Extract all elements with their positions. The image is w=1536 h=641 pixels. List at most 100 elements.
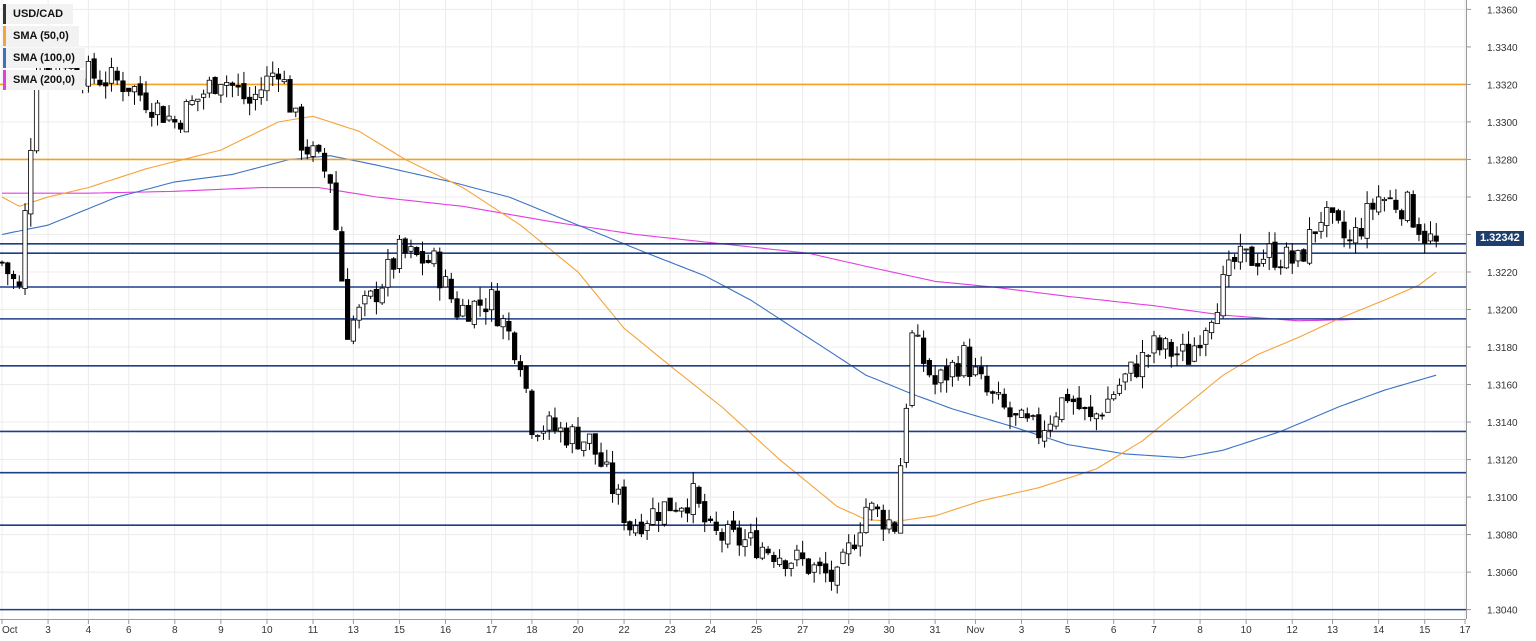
candle (1105, 386, 1111, 413)
candle-body-bearish (1024, 413, 1030, 419)
candle (1306, 217, 1313, 266)
candle (1122, 372, 1128, 391)
candle-body-bearish (926, 359, 932, 376)
candle (396, 234, 403, 273)
candle (926, 358, 932, 378)
candle-body-bullish (1295, 250, 1301, 262)
candle (1220, 265, 1226, 319)
candle (788, 562, 794, 577)
candle-body-bearish (1174, 353, 1180, 356)
candle (915, 324, 921, 337)
candle (1301, 248, 1307, 263)
candle-body-bearish (1255, 263, 1261, 267)
candle-body-bearish (1232, 256, 1238, 262)
candle-body-bearish (212, 76, 218, 94)
candle-body-bearish (1433, 235, 1439, 242)
candle (1041, 420, 1048, 448)
legend-item-usdcad[interactable]: USD/CAD (3, 4, 74, 24)
candle-body-bullish (22, 210, 28, 289)
candle (28, 138, 34, 227)
candle-body-bearish (275, 73, 282, 80)
candle (177, 120, 184, 134)
legend-label: SMA (100,0) (13, 52, 75, 64)
candle-body-bearish (1278, 266, 1284, 269)
candle (1099, 412, 1105, 420)
candle (800, 540, 806, 566)
candle (385, 248, 391, 297)
candles-layer (0, 50, 1439, 594)
candle (1358, 217, 1364, 240)
sma-100-line (1, 155, 1437, 459)
candle (995, 381, 1002, 400)
candle-body-bullish (863, 506, 869, 534)
candle-body-bullish (569, 426, 575, 445)
candle-body-bullish (834, 566, 840, 586)
candle-body-bullish (846, 542, 852, 555)
candle-body-bullish (1105, 398, 1111, 413)
candle-body-bearish (97, 79, 103, 86)
candle (1232, 254, 1238, 270)
candle (333, 171, 339, 231)
candle-body-bearish (287, 79, 293, 113)
candle (540, 425, 547, 440)
candle (932, 365, 938, 395)
candle-body-bearish (247, 96, 253, 104)
candle-body-bearish (932, 375, 938, 385)
candle-body-bearish (1007, 407, 1013, 418)
candle (512, 331, 518, 365)
legend-item-sma50[interactable]: SMA (50,0) (3, 26, 79, 46)
candle-body-bearish (103, 82, 109, 87)
candle (978, 356, 984, 380)
candle (777, 549, 783, 567)
candle (1370, 198, 1376, 221)
candle (327, 173, 333, 194)
y-tick-label: 1.3140 (1487, 418, 1518, 429)
candle-body-bullish (500, 318, 506, 328)
candle (1203, 327, 1209, 357)
candle-body-bearish (713, 521, 719, 531)
candle-body-bearish (667, 497, 673, 512)
candle (1266, 231, 1272, 271)
candle-body-bearish (448, 278, 454, 300)
candle (857, 522, 863, 557)
candle (661, 501, 668, 527)
candle-body-bullish (488, 289, 495, 311)
candle-body-bearish (1370, 202, 1376, 210)
candle-body-bearish (304, 146, 310, 155)
candle (627, 520, 633, 536)
candle-body-bullish (535, 435, 541, 437)
candle (1376, 185, 1382, 216)
candle (903, 403, 909, 468)
candle-body-bullish (1209, 321, 1215, 334)
candle-body-bullish (108, 67, 115, 84)
candle-body-bearish (494, 290, 500, 327)
candle (1139, 339, 1146, 389)
candle-body-bearish (483, 308, 489, 313)
candle (828, 560, 835, 591)
candle (1162, 336, 1169, 359)
x-tick-label: 5 (1065, 625, 1071, 636)
candle (880, 504, 886, 541)
candle-body-bullish (586, 433, 593, 444)
candle-body-bullish (615, 488, 621, 495)
candle (362, 290, 368, 317)
candle (1404, 190, 1411, 223)
candle-body-bearish (419, 251, 426, 264)
candle (1001, 388, 1007, 410)
candle (321, 147, 328, 178)
x-tick-label: 6 (1111, 625, 1117, 636)
candle (713, 511, 719, 536)
legend-item-sma200[interactable]: SMA (200,0) (3, 70, 85, 90)
candle (460, 298, 466, 318)
candle-body-bullish (886, 519, 892, 530)
candle (108, 57, 115, 92)
candle-body-bearish (1422, 230, 1428, 244)
candle-body-bearish (5, 262, 11, 275)
candle-body-bullish (1203, 330, 1209, 345)
x-tick-label: Oct (2, 625, 18, 636)
legend-item-sma100[interactable]: SMA (100,0) (3, 48, 85, 68)
candle (442, 269, 449, 288)
candle-body-bearish (477, 299, 483, 306)
candle (874, 504, 881, 518)
candle-body-bullish (1059, 397, 1065, 420)
